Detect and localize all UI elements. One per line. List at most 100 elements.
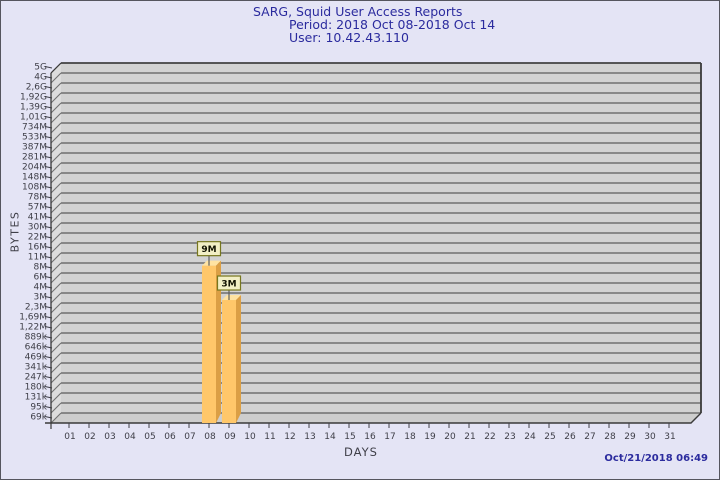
- bar: [222, 300, 236, 423]
- x-tick-label: 10: [244, 432, 256, 442]
- wall-connector: [50, 182, 62, 194]
- wall-connector: [50, 342, 62, 354]
- y-tick-label: 41M: [28, 213, 47, 223]
- x-tick-label: 26: [564, 432, 576, 442]
- wall-connector: [50, 202, 62, 214]
- y-tick-label: 341k: [25, 363, 48, 373]
- y-tick-label: 78M: [28, 193, 47, 203]
- y-tick-label: 22M: [28, 233, 47, 243]
- wall-connector: [50, 292, 62, 304]
- x-tick-label: 29: [624, 432, 636, 442]
- y-tick-label: 148M: [22, 173, 47, 183]
- value-callout-box: [196, 241, 222, 257]
- x-tick-label: 30: [644, 432, 656, 442]
- wall-connector: [50, 412, 62, 424]
- bar-top-face: [202, 260, 221, 266]
- y-tick-label: 1,39G: [20, 103, 47, 113]
- x-tick-label: 14: [324, 432, 336, 442]
- wall-connector: [50, 392, 62, 404]
- wall-connector: [50, 282, 62, 294]
- wall-connector: [50, 352, 62, 364]
- x-tick-label: 12: [284, 432, 295, 442]
- y-axis-title: BYTES: [8, 210, 22, 253]
- wall-connector: [50, 122, 62, 134]
- y-tick-label: 30M: [28, 223, 47, 233]
- x-tick-label: 06: [164, 432, 176, 442]
- y-tick-label: 734M: [22, 123, 47, 133]
- wall-connector: [50, 242, 62, 254]
- y-tick-label: 2,3M: [25, 303, 47, 313]
- plot-left-wall: [51, 63, 61, 423]
- plot-topleft-edge: [50, 62, 62, 74]
- x-tick-label: 22: [484, 432, 495, 442]
- y-tick-label: 57M: [28, 203, 47, 213]
- wall-connector: [50, 232, 62, 244]
- x-tick-label: 08: [204, 432, 216, 442]
- wall-connector: [50, 162, 62, 174]
- x-tick-label: 20: [444, 432, 456, 442]
- wall-connector: [50, 272, 62, 284]
- wall-connector: [50, 102, 62, 114]
- wall-connector: [50, 372, 62, 384]
- x-tick-label: 04: [124, 432, 136, 442]
- y-tick-label: 16M: [28, 243, 47, 253]
- plot-bottom-front-edge: [45, 412, 702, 424]
- wall-connector: [50, 332, 62, 344]
- x-tick-label: 15: [344, 432, 355, 442]
- y-tick-label: 204M: [22, 163, 47, 173]
- bar-top-face: [222, 295, 241, 301]
- x-tick-label: 27: [584, 432, 595, 442]
- y-tick-label: 180k: [25, 383, 48, 393]
- plot-back-wall: [61, 63, 701, 413]
- x-tick-label: 05: [144, 432, 155, 442]
- y-tick-label: 1,01G: [20, 113, 47, 123]
- wall-connector: [50, 222, 62, 234]
- x-tick-label: 13: [304, 432, 315, 442]
- wall-connector: [50, 152, 62, 164]
- x-tick-label: 09: [224, 432, 236, 442]
- y-tick-label: 4G: [34, 73, 47, 83]
- x-tick-label: 01: [64, 432, 75, 442]
- value-callout-label: 3M: [221, 280, 236, 290]
- x-tick-label: 17: [384, 432, 395, 442]
- wall-connector: [50, 132, 62, 144]
- y-tick-label: 5G: [34, 63, 47, 73]
- x-tick-label: 16: [364, 432, 376, 442]
- y-tick-label: 1,22M: [19, 323, 47, 333]
- wall-connector: [50, 72, 62, 84]
- x-tick-label: 03: [104, 432, 115, 442]
- wall-connector: [50, 322, 62, 334]
- x-tick-label: 25: [544, 432, 555, 442]
- bar-side-face: [216, 260, 221, 423]
- y-tick-label: 131k: [25, 393, 48, 403]
- wall-connector: [50, 302, 62, 314]
- y-tick-label: 6M: [34, 273, 48, 283]
- y-tick-label: 281M: [22, 153, 47, 163]
- y-tick-label: 8M: [34, 263, 48, 273]
- wall-connector: [50, 172, 62, 184]
- bar: [202, 265, 216, 423]
- y-tick-label: 2,6G: [26, 83, 47, 93]
- y-tick-label: 1,69M: [19, 313, 47, 323]
- wall-connector: [50, 312, 62, 324]
- wall-connector: [50, 362, 62, 374]
- y-tick-label: 1,92G: [20, 93, 47, 103]
- y-tick-label: 95k: [30, 403, 47, 413]
- chart-user: User: 10.42.43.110: [289, 30, 409, 45]
- x-tick-label: 19: [424, 432, 436, 442]
- y-tick-label: 247k: [25, 373, 48, 383]
- wall-connector: [50, 212, 62, 224]
- wall-connector: [50, 92, 62, 104]
- wall-connector: [50, 82, 62, 94]
- x-tick-label: 02: [84, 432, 95, 442]
- x-tick-label: 31: [664, 432, 675, 442]
- wall-connector: [50, 252, 62, 264]
- chart-title: SARG, Squid User Access Reports: [253, 4, 463, 19]
- bar-side-face: [236, 295, 241, 423]
- wall-connector: [50, 192, 62, 204]
- y-tick: [44, 66, 53, 69]
- x-tick-label: 18: [404, 432, 416, 442]
- wall-connector: [50, 382, 62, 394]
- x-tick-label: 21: [464, 432, 475, 442]
